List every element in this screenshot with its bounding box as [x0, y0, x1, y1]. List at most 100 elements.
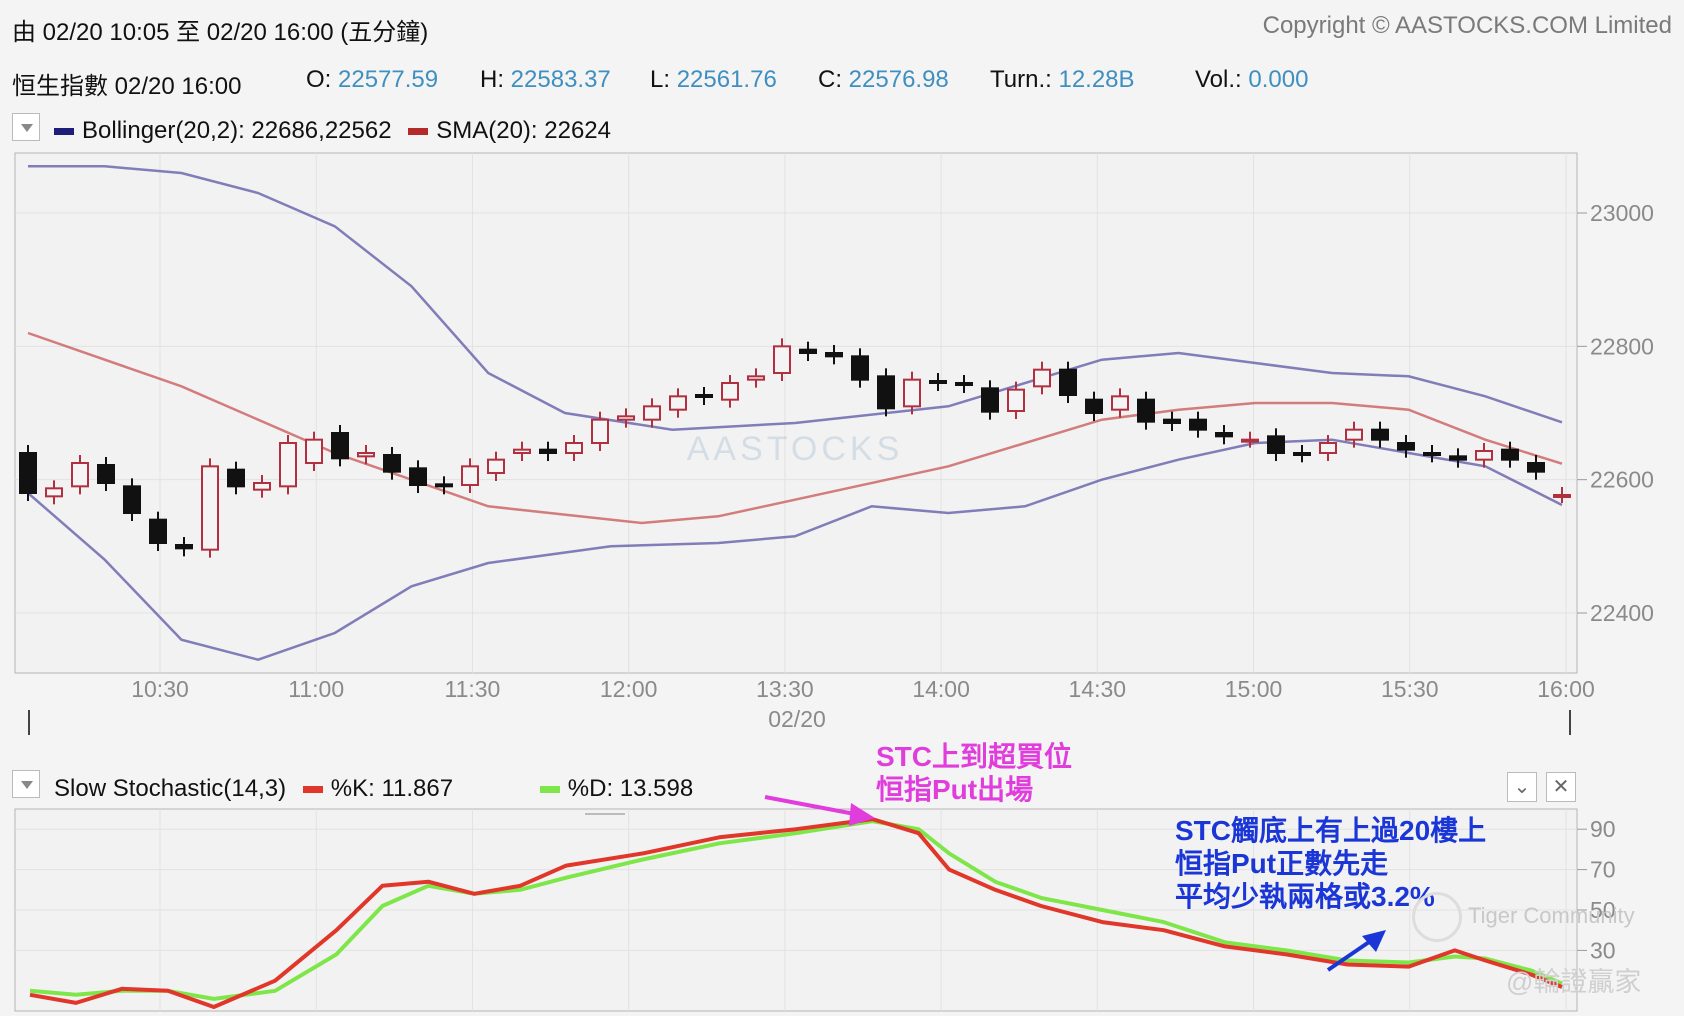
- candle-down: [877, 375, 895, 410]
- stoch-indicator-dropdown[interactable]: [12, 770, 40, 798]
- stoch-name: Slow Stochastic(14,3): [54, 775, 287, 802]
- candle-up: [1475, 450, 1493, 461]
- candle-down: [695, 394, 713, 398]
- candle-up: [617, 415, 635, 421]
- main-indicator-dropdown[interactable]: [12, 113, 40, 141]
- y-tick-label: 23000: [1590, 200, 1654, 226]
- turnover-quote: Turn.: 12.28B: [990, 66, 1135, 94]
- candle-up: [201, 465, 219, 551]
- candle-down: [1397, 442, 1415, 451]
- candle-up: [279, 442, 297, 488]
- author-watermark: @輪證贏家: [1506, 967, 1642, 997]
- x-tick-label: 15:00: [1225, 676, 1283, 702]
- turnover-label: Turn.:: [990, 66, 1052, 93]
- high-value: 22583.37: [510, 66, 611, 93]
- collapse-panel-button[interactable]: ⌄: [1507, 772, 1537, 802]
- candle-up: [721, 382, 739, 401]
- stoch-y-tick-label: 70: [1590, 857, 1616, 883]
- candle-down: [981, 387, 999, 413]
- stoch-y-tick-label: 50: [1590, 897, 1616, 923]
- close-value: 22576.98: [848, 66, 949, 93]
- x-tick-label: 14:30: [1069, 676, 1127, 702]
- candle-down: [1215, 432, 1233, 438]
- candle-up: [461, 465, 479, 487]
- high-quote: H: 22583.37: [480, 66, 611, 94]
- candle-up: [1345, 428, 1363, 441]
- candle-up: [487, 458, 505, 474]
- x-tick-label: 16:00: [1537, 676, 1595, 702]
- overbought-annotation: STC上到超買位 恒指Put出場: [876, 740, 1072, 806]
- candle-down: [19, 452, 37, 494]
- candle-down: [331, 432, 349, 460]
- candle-down: [1449, 455, 1467, 461]
- candle-down: [1059, 368, 1077, 397]
- candle-down: [1137, 398, 1155, 423]
- candle-down: [1527, 462, 1545, 473]
- candle-down: [149, 518, 167, 544]
- candle-up: [1241, 438, 1259, 443]
- rebound-annotation: STC觸底上有上過20樓上 恒指Put正數先走 平均少執兩格或3.2%: [1175, 814, 1486, 913]
- bollinger-legend: Bollinger(20,2): 22686,22562: [82, 117, 392, 144]
- x-tick-label: 15:30: [1381, 676, 1439, 702]
- main-legend: Bollinger(20,2): 22686,22562 SMA(20): 22…: [54, 117, 611, 145]
- price-chart: AASTOCKS 23000 22800 22600 22400 10:30 11:00…: [14, 152, 1654, 735]
- tiger-text: Tiger Community: [1468, 902, 1635, 928]
- candle-up: [747, 375, 765, 381]
- candle-up: [513, 448, 531, 454]
- x-tick-label: 11:30: [445, 676, 501, 702]
- low-label: L:: [650, 66, 671, 93]
- candle-up: [1319, 442, 1337, 454]
- sma-swatch: [408, 128, 429, 136]
- candle-down: [97, 464, 115, 484]
- high-label: H:: [480, 66, 504, 93]
- candle-down: [435, 483, 453, 488]
- candle-down: [1293, 452, 1311, 456]
- candle-up: [305, 438, 323, 464]
- candle-down: [955, 382, 973, 386]
- candle-up: [253, 482, 271, 491]
- index-name-time: 恒生指數 02/20 16:00: [12, 73, 242, 100]
- volume-label: Vol.:: [1195, 66, 1242, 93]
- candle-up: [1033, 368, 1051, 388]
- candle-down: [1189, 418, 1207, 431]
- candle-down: [409, 467, 427, 487]
- candle-up: [1111, 395, 1129, 411]
- candle-down: [825, 352, 843, 358]
- watermark: AASTOCKS: [687, 430, 904, 468]
- candle-down: [383, 454, 401, 473]
- y-tick-label: 22400: [1590, 600, 1654, 626]
- date-range: 由 02/20 10:05 至 02/20 16:00 (五分鐘): [12, 19, 429, 46]
- rebound-line-1: STC觸底上有上過20樓上: [1175, 815, 1487, 846]
- k-legend: %K: 11.867: [330, 775, 454, 802]
- copyright-text: Copyright © AASTOCKS.COM Limited: [1262, 12, 1672, 39]
- x-tick-label: 14:00: [912, 676, 970, 702]
- candle-down: [799, 348, 817, 355]
- candle-up: [591, 418, 609, 444]
- candle-up: [71, 462, 89, 488]
- candle-down: [539, 448, 557, 454]
- close-panel-button[interactable]: ✕: [1546, 772, 1576, 802]
- volume-quote: Vol.: 0.000: [1195, 66, 1308, 94]
- candle-down: [1267, 435, 1285, 455]
- price-plot-area: [14, 152, 1578, 674]
- candle-down: [175, 544, 193, 550]
- candle-up: [1553, 494, 1571, 498]
- open-value: 22577.59: [338, 66, 439, 93]
- x-tick-label: 13:30: [756, 676, 814, 702]
- d-swatch: [539, 786, 560, 794]
- low-quote: L: 22561.76: [650, 66, 777, 94]
- candle-down: [123, 485, 141, 515]
- candle-up: [669, 395, 687, 411]
- open-label: O:: [306, 66, 332, 93]
- date-label: 02/20: [768, 706, 826, 732]
- candle-up: [1007, 388, 1025, 413]
- close-quote: C: 22576.98: [818, 66, 949, 94]
- candle-down: [1501, 448, 1519, 461]
- candle-down: [1371, 428, 1389, 441]
- candle-up: [357, 452, 375, 458]
- tiger-logo-icon: [1412, 892, 1462, 942]
- sma-legend: SMA(20): 22624: [436, 117, 611, 144]
- bollinger-upper-line: [28, 165, 1563, 431]
- x-tick-label: 10:30: [131, 676, 189, 702]
- y-tick-label: 22600: [1590, 467, 1654, 493]
